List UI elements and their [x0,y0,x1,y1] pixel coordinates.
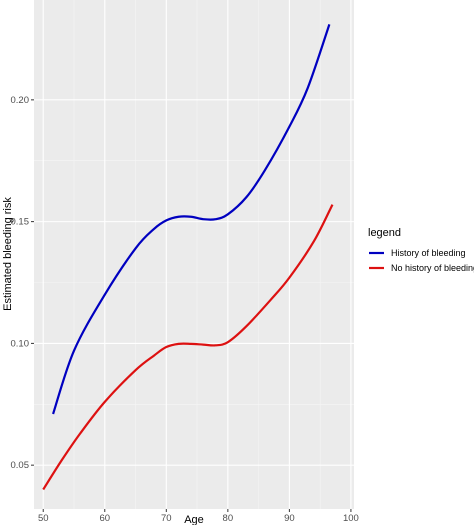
grid-lines [34,0,354,509]
series-lines [42,23,334,491]
series-line-2 [42,204,334,491]
y-tick-label: 0.05 [11,460,30,471]
series-line-1 [52,23,331,415]
y-axis-title: Estimated bleeding risk [2,197,14,311]
x-tick-label: 100 [343,513,359,524]
x-tick-label: 70 [161,513,172,524]
legend-label: History of bleeding [391,248,466,258]
x-tick-label: 80 [223,513,234,524]
x-axis-title: Age [184,514,204,525]
y-axis: 0.05 0.10 0.15 0.20 [11,95,34,471]
legend: legend History of bleeding No history of … [368,227,474,275]
legend-label: No history of bleeding [391,263,474,273]
legend-title: legend [368,227,401,239]
y-tick-label: 0.10 [11,338,30,349]
x-tick-label: 60 [99,513,110,524]
x-tick-label: 50 [38,513,49,524]
y-tick-label: 0.15 [11,217,30,228]
y-tick-label: 0.20 [11,95,30,106]
x-axis: 50 60 70 80 90 100 [38,509,359,524]
x-tick-label: 90 [284,513,295,524]
